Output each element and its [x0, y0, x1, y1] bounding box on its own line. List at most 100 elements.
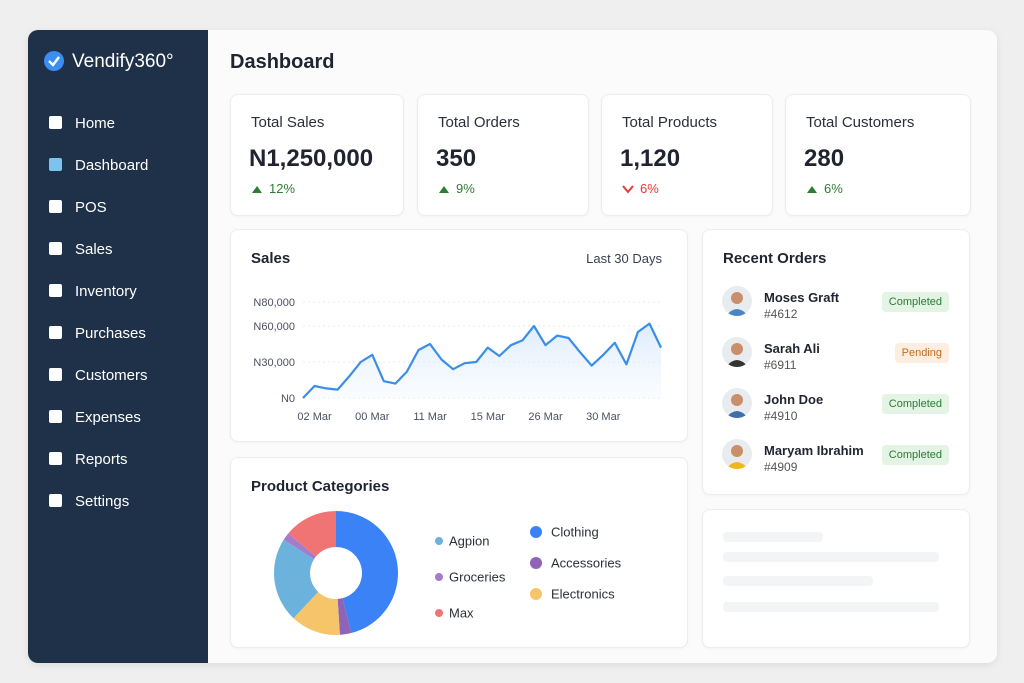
placeholder-card [702, 509, 970, 648]
orders-title: Recent Orders [723, 250, 827, 267]
nav-item[interactable]: Reports [28, 446, 208, 472]
order-id: #4612 [764, 307, 798, 321]
nav-label: Customers [75, 367, 148, 384]
donut-slice [283, 533, 316, 560]
y-tick-label: N60,000 [253, 321, 295, 333]
stat-change: 9% [456, 181, 475, 196]
avatar [722, 337, 752, 367]
donut-slice [336, 511, 398, 634]
order-name: Moses Graft [764, 290, 840, 305]
nav-label: Home [75, 115, 116, 132]
trend-arrow [622, 185, 634, 194]
nav-item[interactable]: Sales [28, 236, 208, 262]
x-tick-label: 02 Mar [297, 411, 332, 423]
stat-label: Total Sales [251, 114, 325, 131]
x-tick-label: 15 Mar [471, 411, 506, 423]
stat-value: 280 [804, 145, 845, 172]
avatar-icon [726, 343, 748, 367]
status-badge: Completed [881, 292, 949, 312]
categories-card: Product Categories Agpion Groceries Max Clo… [230, 457, 688, 648]
stat-value: N1,250,000 [249, 145, 374, 172]
head [731, 394, 743, 406]
nav-item[interactable]: Customers [28, 362, 208, 388]
nav-item[interactable]: Expenses [28, 404, 208, 430]
avatar-icon [726, 292, 748, 316]
nav-label: Purchases [75, 325, 146, 342]
orders-card: Recent Orders Moses Graft #4612 Completed S… [702, 229, 970, 495]
sales-chart: N0 N30,000 N60,000 N80,000 02 Mar 00 Mar 11 Ma… [253, 297, 662, 423]
stat-label: Total Orders [438, 114, 520, 131]
legend-swatch [435, 537, 443, 545]
legend-label: Electronics [551, 587, 615, 602]
stat-change: 6% [640, 181, 659, 196]
body [726, 411, 748, 418]
nav-item[interactable]: Purchases [28, 320, 208, 346]
app-window: Vendify360° Home Dashboard POS Sales Invento… [28, 30, 997, 663]
stat-value: 1,120 [620, 145, 681, 172]
stat-label: Total Customers [806, 114, 915, 131]
legend-label: Groceries [449, 570, 506, 585]
head [731, 343, 743, 355]
nav-icon [49, 452, 62, 465]
y-tick-label: N0 [281, 393, 295, 405]
nav-icon [49, 494, 62, 507]
trend-arrow [439, 186, 449, 193]
stat-card: Total Customers 280 6% [785, 94, 971, 216]
skeleton [723, 576, 873, 586]
nav-label: Expenses [75, 409, 141, 426]
body [726, 309, 748, 316]
nav-icon [49, 200, 62, 213]
nav-icon [49, 242, 62, 255]
x-tick-label: 30 Mar [586, 411, 621, 423]
nav-item[interactable]: Home [28, 110, 208, 136]
order-id: #6911 [764, 358, 797, 372]
status-badge: Completed [881, 445, 949, 465]
y-tick-label: N30,000 [253, 357, 295, 369]
order-name: John Doe [764, 392, 824, 407]
nav-item[interactable]: Settings [28, 488, 208, 514]
order-id: #4910 [764, 409, 798, 423]
head [731, 445, 743, 457]
nav-item[interactable]: POS [28, 194, 208, 220]
legend-swatch [435, 609, 443, 617]
legend-swatch [530, 557, 542, 569]
avatar [722, 388, 752, 418]
nav-label: Inventory [75, 283, 137, 300]
nav-item[interactable]: Inventory [28, 278, 208, 304]
avatar [722, 439, 752, 469]
arrow [439, 186, 449, 193]
trend-arrow [252, 186, 262, 193]
nav-item[interactable]: Dashboard [28, 152, 208, 178]
stat-card: Total Products 1,120 6% [601, 94, 773, 216]
x-tick-label: 00 Mar [355, 411, 390, 423]
category-chart: Agpion Groceries Max Clothing Accessories Ele… [274, 511, 622, 635]
head [731, 292, 743, 304]
skeleton [723, 532, 823, 542]
body [726, 360, 748, 367]
donut-slice [293, 591, 340, 635]
legend-swatch [435, 573, 443, 581]
order-name: Maryam Ibrahim [764, 443, 864, 458]
brand: Vendify360° [72, 51, 174, 72]
x-tick-label: 11 Mar [413, 411, 447, 423]
period-selector[interactable]: Last 30 Days [586, 251, 662, 266]
donut-slice [337, 598, 352, 635]
avatar-icon [726, 445, 748, 469]
nav-label: Dashboard [75, 157, 149, 174]
stat-value: 350 [436, 145, 477, 172]
stat-change: 6% [824, 181, 843, 196]
arrow [252, 186, 262, 193]
skeleton [723, 602, 939, 612]
categories-title: Product Categories [251, 478, 390, 495]
skeleton [723, 552, 939, 562]
trend-arrow [807, 186, 817, 193]
status-badge: Pending [894, 343, 949, 363]
nav-icon [49, 326, 62, 339]
nav-icon [49, 116, 62, 129]
donut-slice [288, 511, 336, 557]
sales-line [302, 322, 662, 399]
nav-label: POS [75, 199, 107, 216]
legend-swatch [530, 588, 542, 600]
legend-label: Accessories [551, 556, 622, 571]
